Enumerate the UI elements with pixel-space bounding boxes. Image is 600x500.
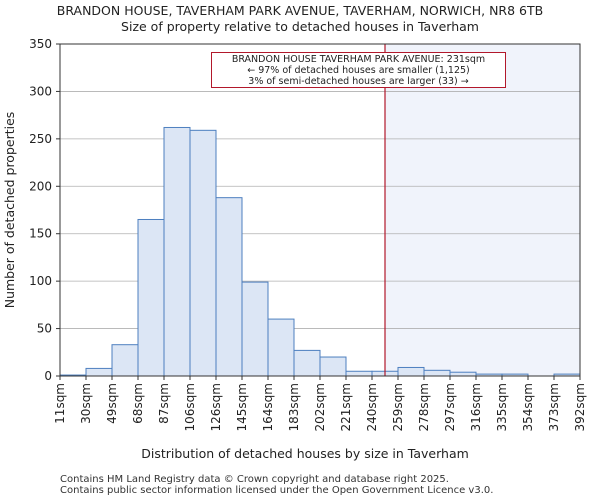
y-axis-label: Number of detached properties bbox=[2, 112, 17, 309]
x-tick-label: 392sqm bbox=[573, 383, 587, 431]
histogram-bar bbox=[423, 369, 451, 377]
histogram-bar bbox=[397, 366, 425, 377]
highlight-region bbox=[385, 44, 580, 376]
x-tick-label: 164sqm bbox=[261, 383, 275, 431]
x-tick-label: 316sqm bbox=[469, 383, 483, 431]
x-tick-label: 354sqm bbox=[521, 383, 535, 431]
x-tick-label: 221sqm bbox=[339, 383, 353, 431]
histogram-bar bbox=[85, 367, 113, 377]
x-tick-label: 373sqm bbox=[547, 383, 561, 431]
histogram-bar bbox=[267, 318, 295, 377]
histogram-bar bbox=[111, 344, 139, 377]
x-tick-label: 259sqm bbox=[391, 383, 405, 431]
x-tick-label: 87sqm bbox=[157, 383, 171, 424]
annotation-line-1: BRANDON HOUSE TAVERHAM PARK AVENUE: 231s… bbox=[231, 54, 486, 65]
annotation-box: BRANDON HOUSE TAVERHAM PARK AVENUE: 231s… bbox=[211, 52, 506, 88]
y-tick-label: 300 bbox=[29, 84, 52, 98]
x-axis-label: Distribution of detached houses by size … bbox=[141, 446, 469, 461]
y-tick-label: 50 bbox=[37, 322, 52, 336]
x-tick-label: 183sqm bbox=[287, 383, 301, 431]
x-tick-label: 49sqm bbox=[105, 383, 119, 424]
x-tick-label: 278sqm bbox=[417, 383, 431, 431]
y-tick-label: 350 bbox=[29, 37, 52, 51]
x-tick-label: 11sqm bbox=[53, 383, 67, 424]
x-tick-label: 30sqm bbox=[79, 383, 93, 424]
histogram-bar bbox=[241, 281, 269, 377]
histogram-bar bbox=[137, 218, 165, 377]
x-tick-label: 240sqm bbox=[365, 383, 379, 431]
histogram-bar bbox=[163, 126, 191, 377]
footer-copyright: Contains HM Land Registry data © Crown c… bbox=[60, 474, 449, 485]
annotation-line-2: ← 97% of detached houses are smaller (1,… bbox=[247, 65, 470, 76]
histogram-bar bbox=[319, 356, 347, 377]
x-tick-label: 335sqm bbox=[495, 383, 509, 431]
histogram-bar bbox=[449, 371, 477, 377]
x-tick-label: 297sqm bbox=[443, 383, 457, 431]
y-tick-label: 0 bbox=[44, 369, 52, 383]
chart-subtitle: Size of property relative to detached ho… bbox=[121, 19, 479, 34]
y-tick-label: 200 bbox=[29, 179, 52, 193]
x-tick-label: 68sqm bbox=[131, 383, 145, 424]
histogram-bar bbox=[189, 129, 217, 377]
x-tick-label: 145sqm bbox=[235, 383, 249, 431]
histogram-bar bbox=[215, 197, 243, 377]
x-tick-label: 202sqm bbox=[313, 383, 327, 431]
y-tick-label: 150 bbox=[29, 227, 52, 241]
footer-licence: Contains public sector information licen… bbox=[60, 485, 494, 496]
x-tick-label: 126sqm bbox=[209, 383, 223, 431]
annotation-line-3: 3% of semi-detached houses are larger (3… bbox=[248, 76, 469, 87]
histogram-bar bbox=[345, 370, 373, 377]
y-tick-label: 100 bbox=[29, 274, 52, 288]
chart-title: BRANDON HOUSE, TAVERHAM PARK AVENUE, TAV… bbox=[56, 3, 544, 18]
y-tick-label: 250 bbox=[29, 132, 52, 146]
histogram-bar bbox=[293, 349, 321, 377]
x-tick-label: 106sqm bbox=[183, 383, 197, 431]
